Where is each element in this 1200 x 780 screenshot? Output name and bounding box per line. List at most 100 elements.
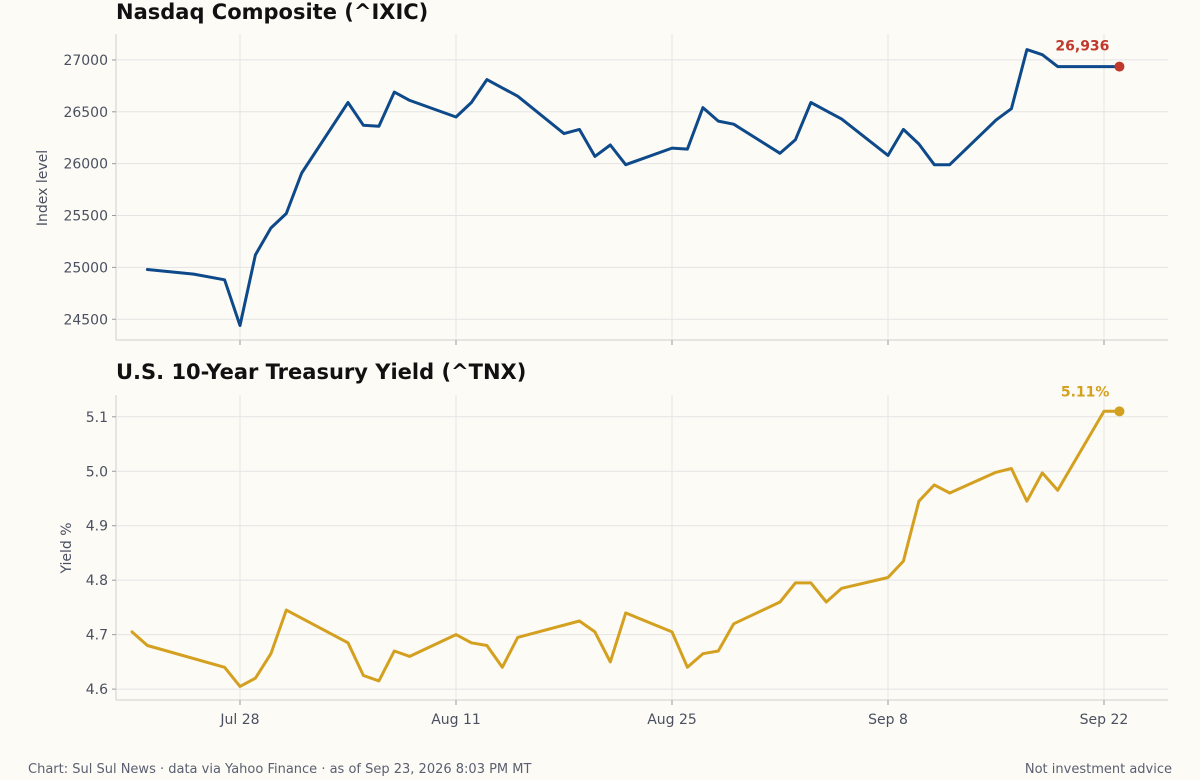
data-point bbox=[362, 674, 364, 676]
nasdaq-last-value-label: 26,936 bbox=[1055, 39, 1109, 55]
data-point bbox=[1041, 54, 1043, 56]
data-point bbox=[841, 587, 843, 589]
data-point bbox=[254, 254, 256, 256]
data-point bbox=[995, 119, 997, 121]
data-point bbox=[285, 609, 287, 611]
data-point bbox=[949, 163, 951, 165]
data-point bbox=[779, 152, 781, 154]
series-line bbox=[130, 409, 1121, 688]
data-point bbox=[1057, 489, 1059, 491]
y-tick-label: 26000 bbox=[63, 157, 108, 173]
data-point bbox=[501, 87, 503, 89]
data-point bbox=[1010, 467, 1012, 469]
data-point bbox=[933, 484, 935, 486]
data-point bbox=[686, 148, 688, 150]
nasdaq-chart-title: Nasdaq Composite (^IXIC) bbox=[116, 0, 428, 24]
y-tick-label: 4.9 bbox=[86, 519, 108, 535]
x-tick-label: Sep 8 bbox=[868, 712, 908, 728]
y-tick-label: 4.6 bbox=[86, 682, 108, 698]
data-point bbox=[239, 685, 241, 687]
y-tick-label: 25000 bbox=[63, 260, 108, 276]
data-point bbox=[1057, 65, 1059, 67]
chart-source-credit: Chart: Sul Sul News · data via Yahoo Fin… bbox=[28, 762, 532, 777]
y-tick-label: 4.8 bbox=[86, 573, 108, 589]
data-point bbox=[578, 620, 580, 622]
data-point bbox=[887, 576, 889, 578]
nasdaq-y-axis-label: Index level bbox=[35, 150, 51, 226]
x-tick-label: Sep 22 bbox=[1080, 712, 1129, 728]
data-point bbox=[393, 91, 395, 93]
data-point bbox=[223, 666, 225, 668]
data-point bbox=[486, 78, 488, 80]
data-point bbox=[702, 106, 704, 108]
x-tick-label: Aug 11 bbox=[431, 712, 481, 728]
data-point bbox=[378, 680, 380, 682]
treasury-last-value-label: 5.11% bbox=[1061, 384, 1110, 400]
treasury-y-axis-label: Yield % bbox=[59, 522, 75, 574]
data-point bbox=[810, 582, 812, 584]
data-point bbox=[1026, 48, 1028, 50]
data-point bbox=[578, 128, 580, 130]
data-point bbox=[594, 155, 596, 157]
series-line bbox=[145, 48, 1121, 327]
data-point bbox=[486, 644, 488, 646]
data-point bbox=[686, 666, 688, 668]
data-point bbox=[470, 101, 472, 103]
data-point bbox=[455, 116, 457, 118]
data-point bbox=[702, 653, 704, 655]
data-point bbox=[223, 279, 225, 281]
nasdaq-y-tick-labels: 24500 25000 25500 26000 26500 27000 bbox=[63, 53, 116, 328]
data-point bbox=[841, 118, 843, 120]
data-point bbox=[825, 110, 827, 112]
data-point bbox=[918, 143, 920, 145]
data-point bbox=[733, 623, 735, 625]
data-point bbox=[347, 101, 349, 103]
data-point bbox=[717, 120, 719, 122]
y-tick-label: 5.1 bbox=[86, 410, 108, 426]
treasury-panel: U.S. 10-Year Treasury Yield (^TNX) Yield… bbox=[59, 360, 1168, 728]
last-value-marker bbox=[1114, 406, 1125, 417]
data-point bbox=[671, 631, 673, 633]
data-point bbox=[270, 653, 272, 655]
treasury-series bbox=[130, 406, 1125, 688]
data-point bbox=[933, 163, 935, 165]
data-point bbox=[563, 132, 565, 134]
data-point bbox=[949, 492, 951, 494]
data-point bbox=[717, 650, 719, 652]
data-point bbox=[594, 631, 596, 633]
last-value-marker bbox=[1114, 61, 1125, 72]
data-point bbox=[1026, 500, 1028, 502]
y-tick-label: 25500 bbox=[63, 209, 108, 225]
data-point bbox=[733, 123, 735, 125]
data-point bbox=[671, 147, 673, 149]
data-point bbox=[409, 99, 411, 101]
disclaimer-note: Not investment advice bbox=[1024, 762, 1172, 777]
data-point bbox=[887, 154, 889, 156]
data-point bbox=[609, 144, 611, 146]
treasury-gridlines bbox=[115, 395, 1168, 701]
data-point bbox=[825, 601, 827, 603]
y-tick-label: 5.0 bbox=[86, 464, 108, 480]
data-point bbox=[625, 612, 627, 614]
data-point bbox=[517, 95, 519, 97]
y-tick-label: 4.7 bbox=[86, 628, 108, 644]
data-point bbox=[254, 677, 256, 679]
data-point bbox=[362, 124, 364, 126]
data-point bbox=[393, 650, 395, 652]
data-point bbox=[517, 636, 519, 638]
x-tick-label: Aug 25 bbox=[647, 712, 697, 728]
y-tick-label: 26500 bbox=[63, 105, 108, 121]
treasury-y-tick-labels: 4.6 4.7 4.8 4.9 5.0 5.1 bbox=[86, 410, 116, 698]
nasdaq-series bbox=[145, 48, 1125, 327]
data-point bbox=[1041, 472, 1043, 474]
data-point bbox=[810, 101, 812, 103]
data-point bbox=[131, 631, 133, 633]
data-point bbox=[1010, 107, 1012, 109]
x-tick-label: Jul 28 bbox=[219, 712, 259, 728]
data-point bbox=[918, 500, 920, 502]
data-point bbox=[794, 139, 796, 141]
data-point bbox=[995, 471, 997, 473]
data-point bbox=[378, 125, 380, 127]
data-point bbox=[270, 227, 272, 229]
